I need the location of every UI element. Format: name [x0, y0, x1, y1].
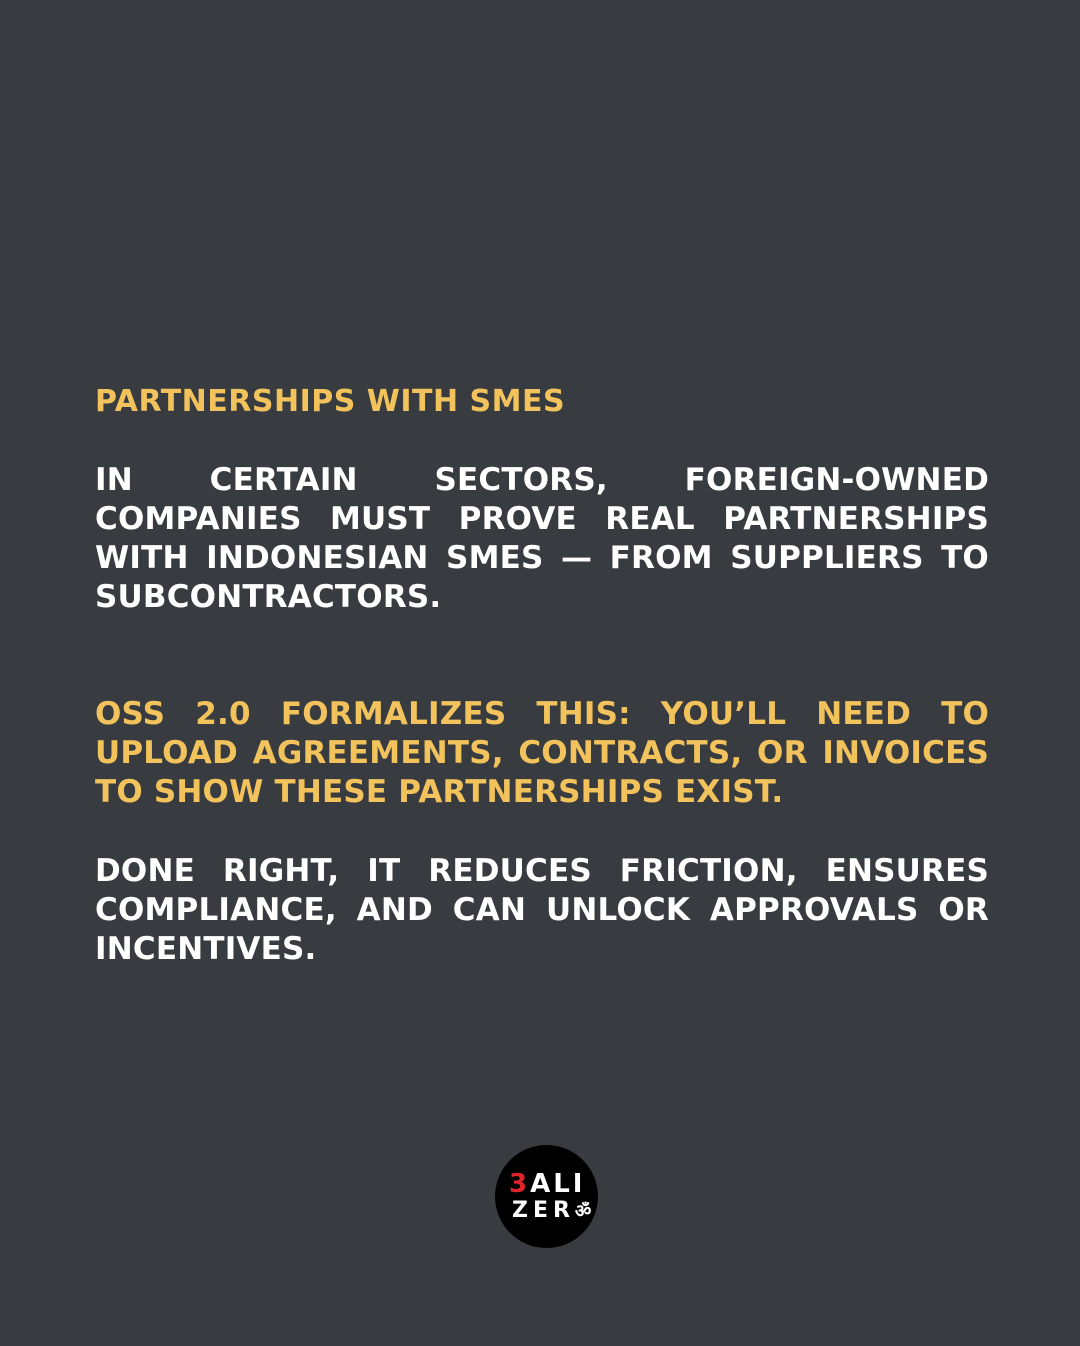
paragraph-oss-formalization: OSS 2.0 FORMALIZES THIS: YOU’LL NEED TO …: [95, 696, 989, 810]
logo-line1-text: ALI: [530, 1169, 586, 1199]
logo-red-three: 3: [509, 1169, 531, 1199]
slide-content: PARTNERSHIPS WITH SMES IN CERTAIN SECTOR…: [95, 383, 989, 969]
logo-line-1: 3ALI: [509, 1169, 585, 1199]
paragraph-partnership-requirement: IN CERTAIN SECTORS, FOREIGN-OWNED COMPAN…: [95, 462, 989, 615]
om-icon: ॐ: [574, 1201, 592, 1222]
bali-zero-logo: 3ALI ZERॐ: [495, 1145, 598, 1248]
logo-line2-text: ZER: [512, 1198, 575, 1223]
logo-line-2: ZERॐ: [512, 1198, 591, 1225]
slide-heading: PARTNERSHIPS WITH SMES: [95, 384, 566, 419]
paragraph-benefits: DONE RIGHT, IT REDUCES FRICTION, ENSURES…: [95, 853, 989, 967]
